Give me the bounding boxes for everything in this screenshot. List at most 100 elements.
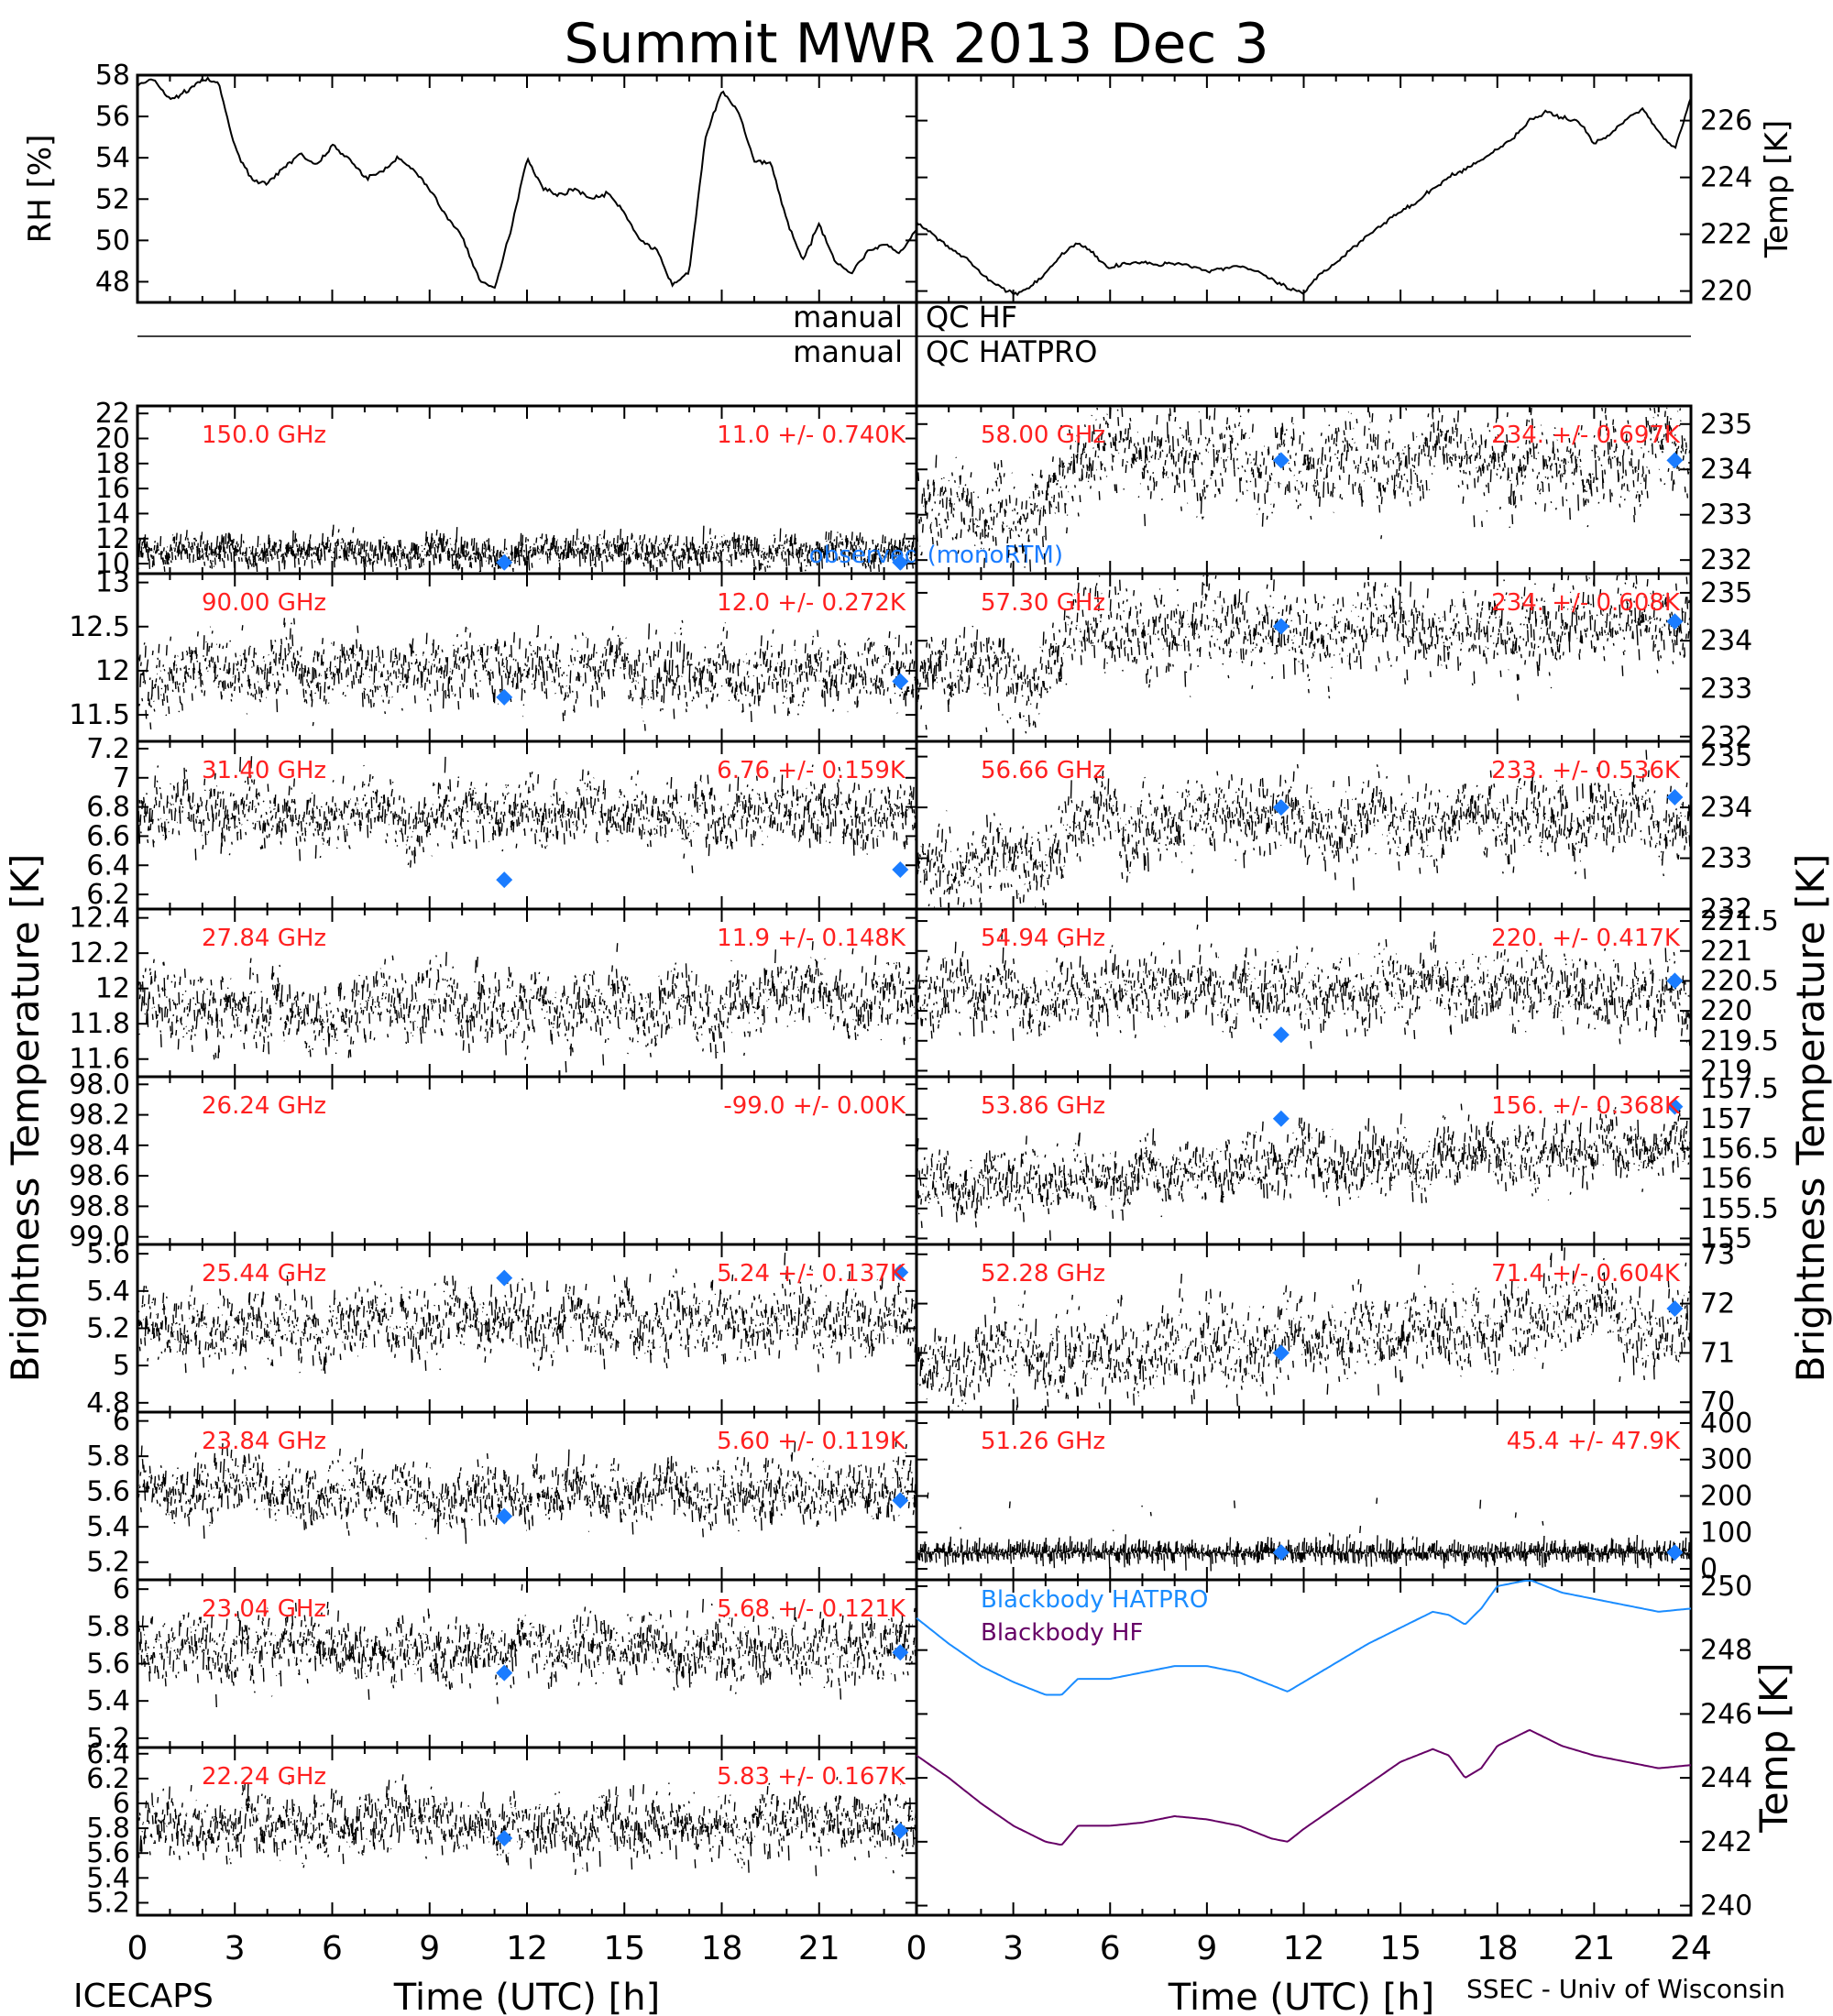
model-point-marker — [1272, 1110, 1290, 1127]
y-tick-label: 219 — [1700, 1055, 1752, 1087]
x-tick-label: 21 — [798, 1930, 840, 1967]
y-tick-label: 232 — [1700, 544, 1752, 576]
y-tick-label: 7.2 — [86, 733, 130, 765]
y-tick-label: 5.6 — [86, 1649, 130, 1681]
y-tick-label: 20 — [95, 423, 130, 455]
model-point-marker — [1666, 1544, 1684, 1561]
series-line-0 — [916, 1580, 1692, 1696]
y-tick-label: 220.5 — [1700, 965, 1779, 997]
y-tick-label: 248 — [1700, 1635, 1752, 1667]
y-tick-label: 234 — [1700, 625, 1752, 657]
data-points-ch150 — [137, 524, 918, 573]
y-tick-label: 5.2 — [86, 1723, 130, 1755]
y-tick-label: 300 — [1700, 1444, 1752, 1476]
y-tick-label: 16 — [95, 473, 130, 505]
y-tick-label: 48 — [95, 266, 130, 298]
x-tick-label: 6 — [322, 1930, 343, 1967]
model-point-marker — [892, 673, 909, 690]
y-tick-label: 12 — [95, 523, 130, 555]
y-tick-label: 155 — [1700, 1222, 1752, 1255]
model-point-marker — [1666, 789, 1684, 805]
y-tick-label: 13 — [95, 567, 130, 599]
y-tick-label: 6.6 — [86, 820, 130, 852]
y-tick-label: 22 — [95, 398, 130, 430]
channel-label: 53.86 GHz — [981, 1092, 1105, 1120]
y-tick-label: 5.8 — [86, 1611, 130, 1643]
x-tick-label: 12 — [1283, 1930, 1325, 1967]
model-point-marker — [1272, 799, 1290, 816]
channel-stat: 5.83 +/- 0.167K — [717, 1763, 906, 1791]
y-tick-label: 56 — [95, 101, 130, 133]
model-point-marker — [496, 688, 513, 706]
channel-stat: 234. +/- 0.697K — [1491, 422, 1681, 449]
y-tick-label: 5.4 — [86, 1511, 130, 1543]
y-tick-label: 400 — [1700, 1408, 1752, 1440]
channel-label: 58.00 GHz — [981, 422, 1105, 449]
y-tick-label: 250 — [1700, 1571, 1752, 1603]
y-tick-label: 11.5 — [69, 699, 130, 731]
qc-label-right: QC HF — [926, 300, 1017, 334]
footer-left: ICECAPS — [73, 1978, 214, 2015]
y-tick-label: 224 — [1700, 162, 1752, 194]
y-tick-label: 220 — [1700, 276, 1752, 308]
channel-label: 51.26 GHz — [981, 1428, 1105, 1455]
y-tick-label: 246 — [1700, 1698, 1752, 1730]
channel-stat: 5.24 +/- 0.137K — [717, 1260, 906, 1287]
qc-label-right: QC HATPRO — [926, 334, 1097, 369]
model-point-marker — [1666, 452, 1684, 469]
channel-stat: 11.9 +/- 0.148K — [717, 925, 906, 952]
series-line-1 — [916, 1728, 1692, 1846]
y-tick-label: 10 — [95, 548, 130, 580]
x-tick-label: 0 — [906, 1930, 927, 1967]
channel-stat: 156. +/- 0.368K — [1491, 1092, 1681, 1120]
channel-stat: 45.4 +/- 47.9K — [1507, 1428, 1681, 1455]
y-tick-label: 98.2 — [69, 1100, 130, 1132]
data-points-ch2304 — [137, 1583, 918, 1708]
y-tick-label: 6 — [113, 1573, 130, 1605]
series-legend-label: Blackbody HF — [981, 1619, 1143, 1647]
channel-label: 25.44 GHz — [202, 1260, 326, 1287]
y-tick-label: 71 — [1700, 1337, 1735, 1369]
y-tick-label: 155.5 — [1700, 1193, 1779, 1225]
y-tick-label: 100 — [1700, 1517, 1752, 1549]
y-axis-label: Temp [K] — [1759, 120, 1795, 258]
y-tick-label: 12 — [95, 973, 130, 1005]
data-points-ch2544 — [137, 1252, 918, 1375]
panel-frame-rh — [136, 73, 918, 304]
data-points-ch5228 — [916, 1247, 1693, 1411]
y-tick-label: 5.8 — [86, 1441, 130, 1473]
y-tick-label: 232 — [1700, 721, 1752, 753]
y-tick-label: 99.0 — [69, 1222, 130, 1254]
y-tick-label: 232 — [1700, 893, 1752, 926]
y-tick-label: 233 — [1700, 673, 1752, 705]
data-points-ch5386 — [916, 1103, 1693, 1241]
channel-label: 54.94 GHz — [981, 925, 1105, 952]
y-tick-label: 6.8 — [86, 792, 130, 824]
x-tick-label: 15 — [603, 1930, 645, 1967]
y-tick-label: 5.2 — [86, 1887, 130, 1919]
y-tick-label: 18 — [95, 448, 130, 480]
model-point-marker — [892, 553, 909, 571]
data-points-ch2784 — [137, 932, 918, 1073]
y-tick-label: 6.2 — [86, 879, 130, 911]
channel-stat: 234. +/- 0.608K — [1491, 589, 1681, 617]
channel-label: 23.84 GHz — [202, 1428, 326, 1455]
y-tick-label: 6.4 — [86, 849, 130, 882]
x-tick-label: 15 — [1379, 1930, 1421, 1967]
y-tick-label: 233 — [1700, 499, 1752, 531]
y-tick-label: 235 — [1700, 741, 1752, 773]
x-tick-label: 12 — [506, 1930, 548, 1967]
x-tick-label: 21 — [1573, 1930, 1615, 1967]
line-temp — [916, 97, 1692, 297]
right-y-axis-title: Brightness Temperature [K] — [1788, 854, 1833, 1383]
y-tick-label: 12 — [95, 655, 130, 687]
channel-stat: -99.0 +/- 0.00K — [723, 1092, 906, 1120]
y-tick-label: 240 — [1700, 1890, 1752, 1923]
y-tick-label: 0 — [1700, 1553, 1718, 1585]
y-tick-label: 5.4 — [86, 1276, 130, 1308]
model-point-marker — [892, 1644, 909, 1661]
data-points-ch5730 — [916, 575, 1693, 734]
chart-title: Summit MWR 2013 Dec 3 — [564, 12, 1268, 76]
channel-stat: 5.60 +/- 0.119K — [717, 1428, 906, 1455]
